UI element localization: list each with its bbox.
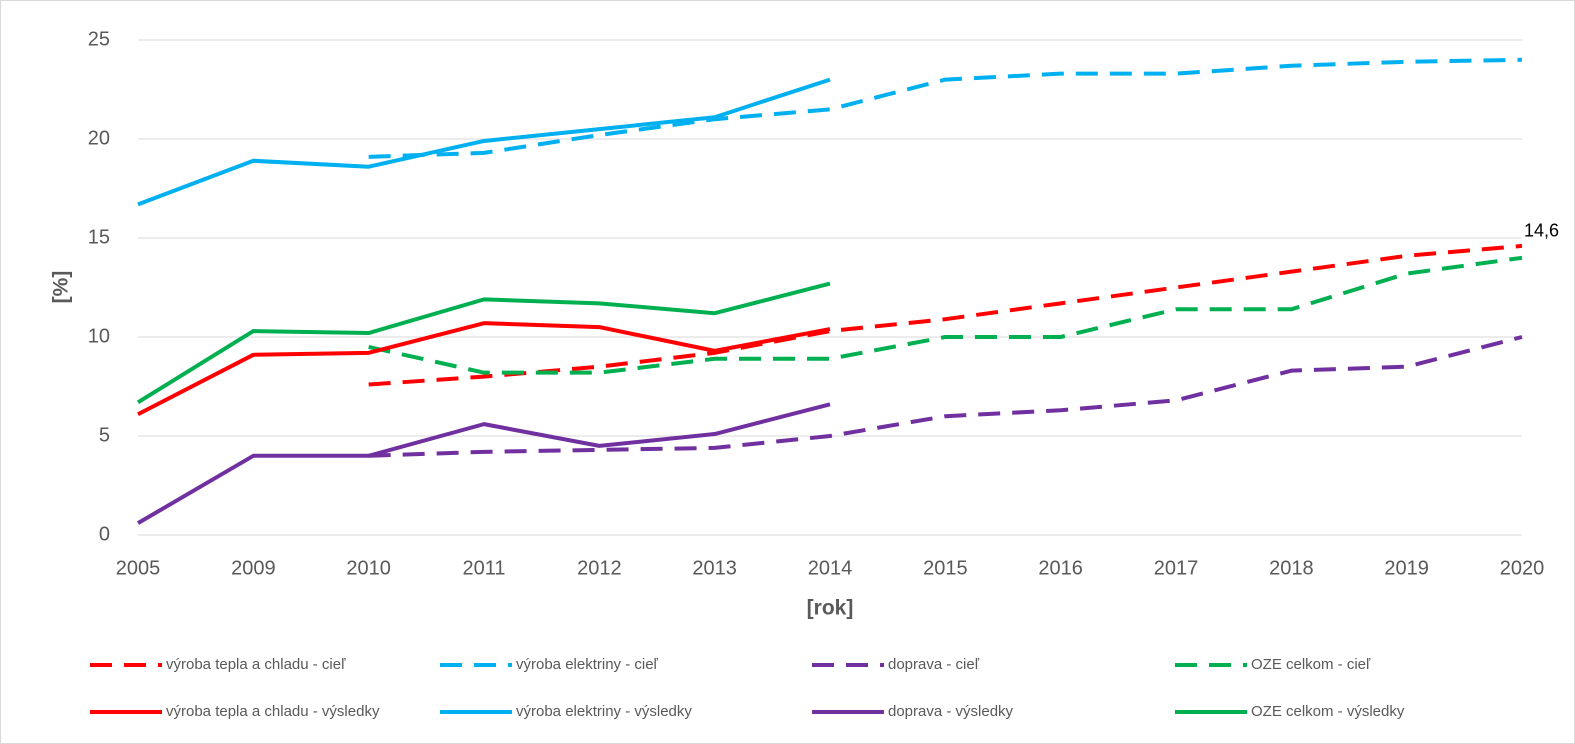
legend-label: výroba elektriny - výsledky: [516, 703, 692, 720]
legend-label: výroba tepla a chladu - výsledky: [166, 703, 380, 720]
x-tick-label: 2019: [1384, 557, 1429, 579]
y-tick-label: 15: [88, 226, 110, 248]
legend-label: výroba elektriny - cieľ: [516, 656, 659, 673]
legend-label: doprava - cieľ: [888, 656, 980, 673]
y-tick-label: 20: [88, 127, 110, 149]
legend-label: OZE celkom - cieľ: [1251, 656, 1371, 673]
legend-label: OZE celkom - výsledky: [1251, 703, 1405, 720]
series-line: [136, 402, 831, 525]
x-tick-label: 2013: [692, 557, 737, 579]
series-line: [368, 243, 1523, 387]
x-tick-label: 2017: [1154, 557, 1199, 579]
x-tick-label: 2014: [808, 557, 853, 579]
x-tick-label: 2012: [577, 557, 622, 579]
series-line: [368, 255, 1523, 375]
x-tick-label: 2020: [1500, 557, 1545, 579]
y-tick-label: 10: [88, 325, 110, 347]
x-tick-label: 2015: [923, 557, 968, 579]
x-tick-label: 2005: [116, 557, 161, 579]
series-line: [137, 321, 831, 416]
series-line: [136, 281, 831, 405]
x-tick-label: 2018: [1269, 557, 1314, 579]
y-axis-label: [%]: [50, 271, 73, 304]
x-tick-label: 2016: [1038, 557, 1083, 579]
x-axis-label: [rok]: [807, 597, 854, 620]
y-tick-label: 5: [99, 424, 110, 446]
series-line: [137, 77, 831, 207]
x-tick-label: 2010: [346, 557, 391, 579]
series-line: [368, 57, 1523, 159]
data-label: 14,6: [1524, 221, 1559, 241]
y-tick-label: 25: [88, 28, 110, 50]
legend-label: doprava - výsledky: [888, 703, 1014, 720]
x-tick-label: 2009: [231, 557, 276, 579]
series-line: [368, 335, 1523, 458]
y-tick-label: 0: [99, 523, 110, 545]
legend-label: výroba tepla a chladu - cieľ: [166, 656, 346, 673]
x-tick-label: 2011: [462, 557, 505, 579]
